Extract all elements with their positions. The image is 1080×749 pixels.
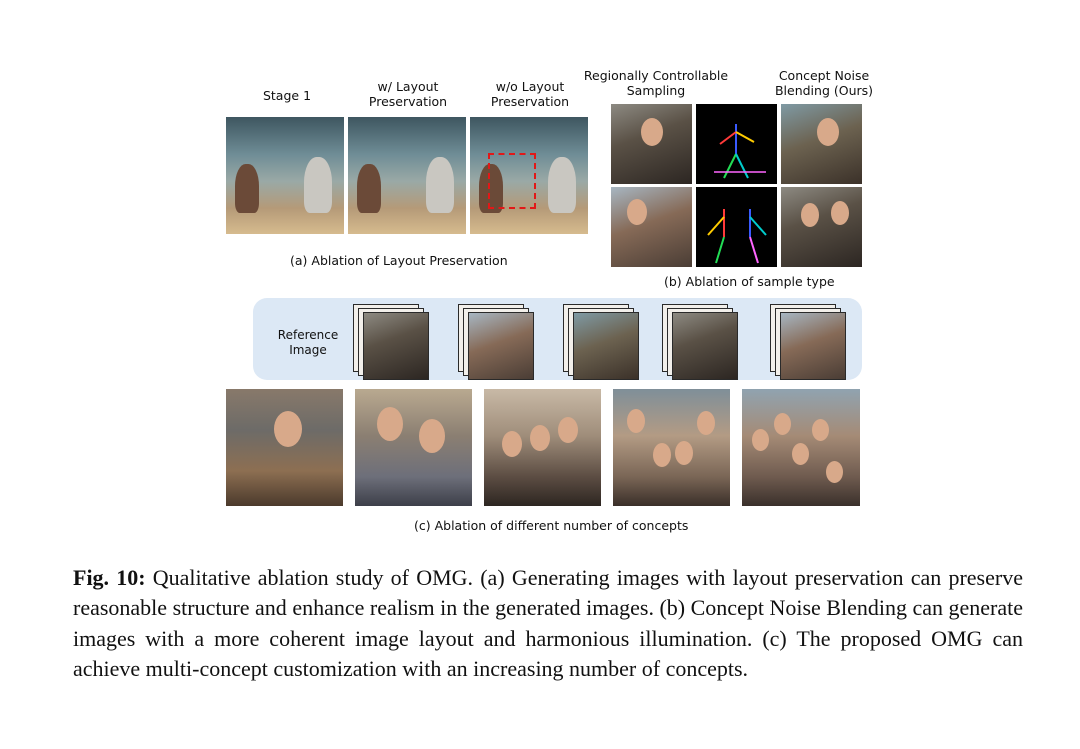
cnb-image-bottom (781, 187, 862, 267)
reference-image-label: Reference Image (277, 328, 339, 357)
result-2-concepts (355, 389, 472, 506)
rcs-image-bottom (611, 187, 692, 267)
result-3-concepts (484, 389, 601, 506)
figure-label: Fig. 10: (73, 565, 146, 590)
with-layout-preservation-image (348, 117, 466, 234)
caption-text: Qualitative ablation study of OMG. (a) G… (73, 565, 1023, 682)
stage1-image (226, 117, 344, 234)
dashed-highlight-box (488, 153, 536, 209)
header-concept-noise-blending: Concept Noise Blending (Ours) (774, 68, 874, 98)
pose-map-top (696, 104, 777, 184)
reference-image-5 (780, 312, 846, 380)
subcaption-c: (c) Ablation of different number of conc… (414, 518, 689, 533)
pose-map-bottom (696, 187, 777, 267)
rcs-image-top (611, 104, 692, 184)
header-regionally-controllable-sampling: Regionally Controllable Sampling (583, 68, 729, 98)
subcaption-a: (a) Ablation of Layout Preservation (290, 253, 508, 268)
reference-image-4 (672, 312, 738, 380)
reference-image-3 (573, 312, 639, 380)
header-without-layout-preservation: w/o Layout Preservation (490, 79, 570, 109)
subcaption-b: (b) Ablation of sample type (664, 274, 835, 289)
figure-caption: Fig. 10: Qualitative ablation study of O… (73, 563, 1023, 685)
cnb-image-top (781, 104, 862, 184)
pose-skeleton-bottom (707, 209, 767, 264)
result-4-concepts (613, 389, 730, 506)
reference-image-1 (363, 312, 429, 380)
reference-image-2 (468, 312, 534, 380)
pose-skeleton-top (714, 124, 766, 179)
result-5-concepts (742, 389, 860, 506)
header-stage-1: Stage 1 (262, 88, 312, 103)
result-1-concept (226, 389, 343, 506)
header-with-layout-preservation: w/ Layout Preservation (368, 79, 448, 109)
